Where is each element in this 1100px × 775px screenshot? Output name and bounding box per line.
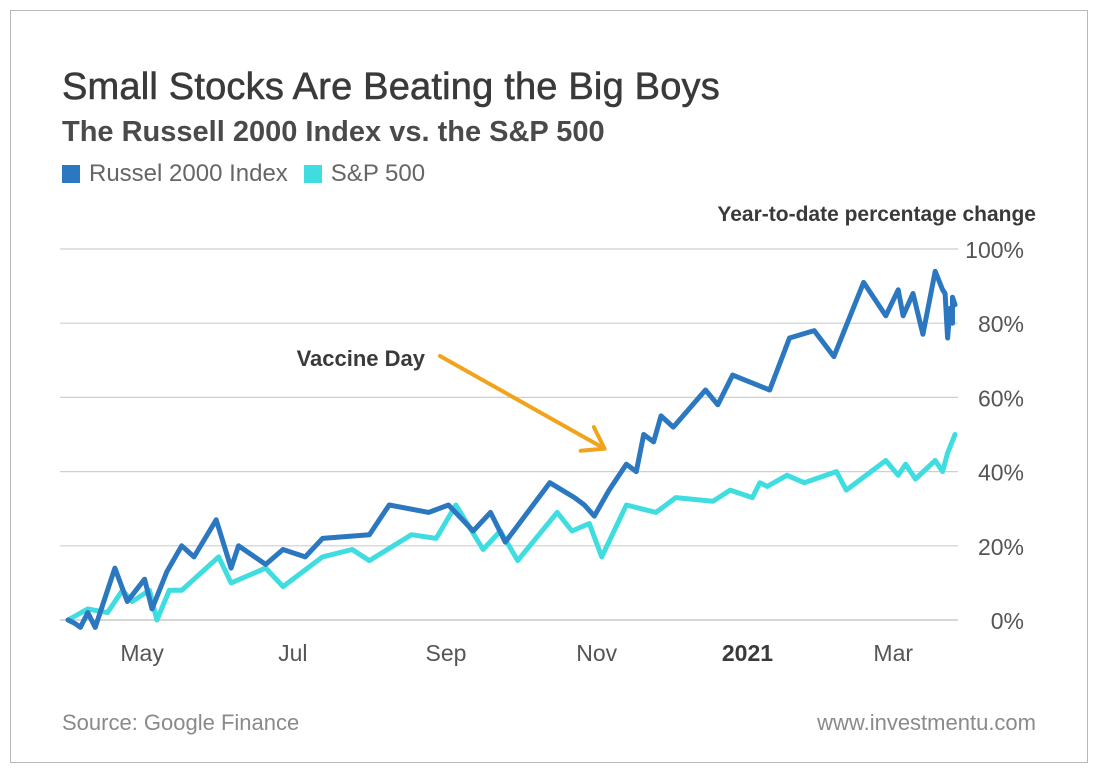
annotation-label: Vaccine Day bbox=[297, 346, 426, 371]
x-tick-label: Jul bbox=[278, 640, 307, 666]
chart-title: Small Stocks Are Beating the Big Boys bbox=[62, 66, 720, 109]
x-tick-label: 2021 bbox=[722, 640, 773, 666]
y-tick-label: 20% bbox=[978, 534, 1024, 560]
y-tick-label: 100% bbox=[965, 237, 1024, 263]
website-link[interactable]: www.investmentu.com bbox=[817, 710, 1036, 735]
x-tick-label: May bbox=[120, 640, 164, 666]
legend-item-russell: Russel 2000 Index bbox=[62, 160, 288, 188]
y-tick-labels: 100% 80% 60% 40% 20% 0% bbox=[965, 237, 1024, 634]
x-tick-label: Nov bbox=[576, 640, 617, 666]
y-axis-label: Year-to-date percentage change bbox=[717, 203, 1036, 226]
x-tick-labels: May Jul Sep Nov 2021 Mar bbox=[120, 640, 913, 666]
annotation: Vaccine Day bbox=[297, 346, 607, 453]
legend-swatch-sp500 bbox=[303, 165, 322, 183]
legend-label-sp500: S&P 500 bbox=[330, 160, 426, 187]
legend-label-russell: Russel 2000 Index bbox=[89, 160, 288, 187]
y-tick-label: 80% bbox=[978, 311, 1024, 337]
legend: Russel 2000 Index S&P 500 bbox=[62, 160, 441, 188]
chart-frame bbox=[10, 10, 1088, 763]
series-line-russell-2000 bbox=[65, 268, 958, 630]
legend-item-sp500: S&P 500 bbox=[303, 160, 426, 188]
y-tick-label: 0% bbox=[991, 608, 1024, 634]
gridlines bbox=[60, 248, 958, 621]
legend-swatch-russell bbox=[62, 165, 80, 183]
x-tick-label: Sep bbox=[426, 640, 467, 666]
x-tick-label: Mar bbox=[873, 640, 913, 666]
y-tick-label: 60% bbox=[978, 385, 1024, 411]
annotation-arrow-head bbox=[578, 425, 607, 453]
series-line-sp500 bbox=[65, 432, 958, 623]
series-lines bbox=[65, 268, 958, 630]
y-tick-label: 40% bbox=[978, 460, 1024, 486]
chart-subtitle: The Russell 2000 Index vs. the S&P 500 bbox=[62, 116, 605, 148]
source-note: Source: Google Finance bbox=[62, 710, 300, 735]
annotation-arrow-shaft bbox=[438, 354, 607, 451]
